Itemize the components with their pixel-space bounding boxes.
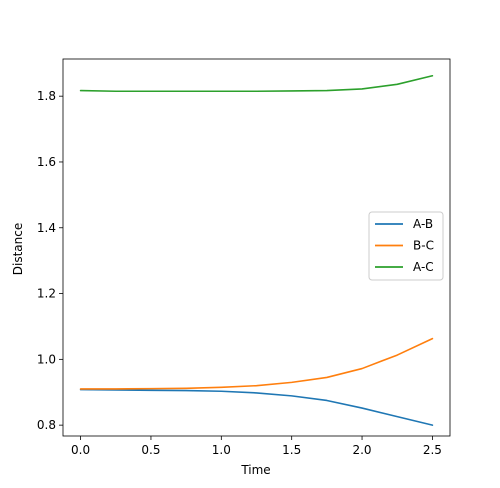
x-tick-label: 2.5 [423, 443, 442, 457]
legend-box [368, 211, 444, 281]
x-tick-label: 0.5 [141, 443, 160, 457]
legend-label-b-c: B-C [413, 239, 434, 253]
y-tick-label: 1.8 [37, 89, 56, 103]
legend: A-B B-C A-C [368, 211, 444, 281]
y-tick-label: 0.8 [37, 418, 56, 432]
y-axis-label: Distance [11, 223, 25, 275]
x-axis: 0.0 0.5 1.0 1.5 2.0 2.5 [71, 436, 442, 457]
series-line-a-b [79, 388, 434, 426]
y-tick-label: 1.6 [37, 155, 56, 169]
legend-label-a-c: A-C [413, 260, 434, 274]
legend-label-a-b: A-B [413, 217, 433, 231]
y-axis: 0.8 1.0 1.2 1.4 1.6 1.8 [37, 89, 63, 432]
x-tick-label: 1.5 [282, 443, 301, 457]
series-line-a-c [79, 74, 434, 93]
x-tick-label: 1.0 [212, 443, 231, 457]
y-tick-label: 1.4 [37, 221, 56, 235]
x-tick-label: 2.0 [352, 443, 371, 457]
y-tick-label: 1.0 [37, 352, 56, 366]
series-line-b-c [79, 337, 434, 390]
y-tick-label: 1.2 [37, 287, 56, 301]
series-lines [79, 74, 434, 426]
plot-frame [62, 58, 451, 437]
x-axis-label: Time [240, 463, 270, 477]
plot-area [62, 58, 451, 437]
x-tick-label: 0.0 [71, 443, 90, 457]
